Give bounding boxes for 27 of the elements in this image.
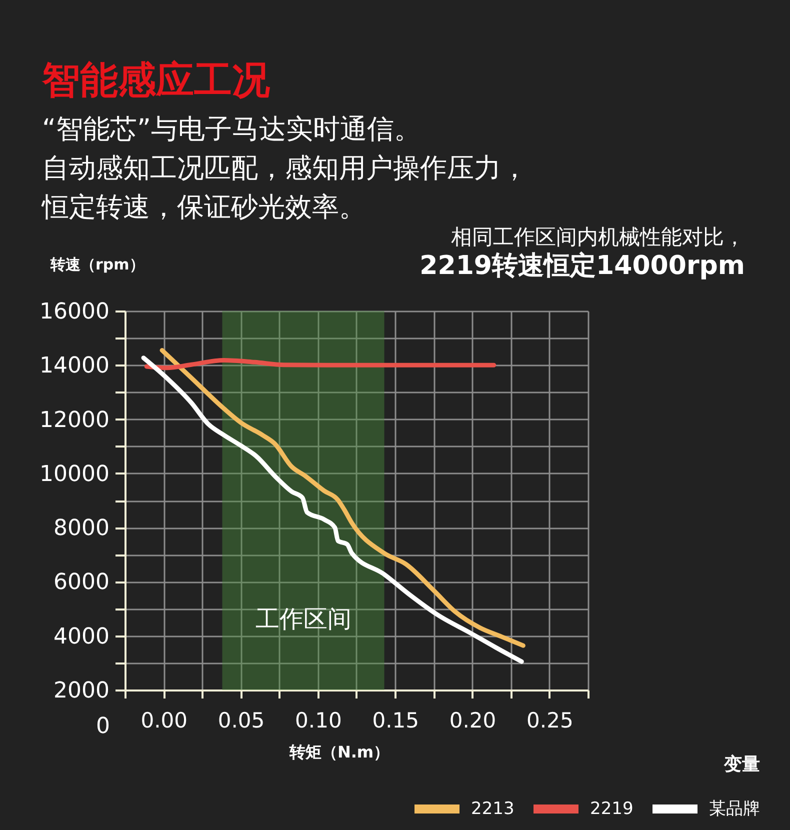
- y-tick-label: 10000: [40, 462, 110, 487]
- y-tick-label: 12000: [40, 408, 110, 433]
- x-tick-label: 0.10: [295, 708, 342, 732]
- y-tick-label: 2000: [54, 678, 110, 704]
- chart-subtitle: “智能芯”与电子马达实时通信。自动感知工况匹配，感知用户操作压力，恒定转速，保证砂光效率。: [41, 114, 528, 223]
- x-tick-label: 0.00: [140, 708, 188, 732]
- x-tick-label: 0.25: [526, 708, 574, 732]
- legend-label: 某品牌: [709, 799, 760, 819]
- legend-label: 2213: [471, 799, 514, 819]
- x-tick-label: 0.20: [449, 708, 496, 732]
- line-series: [144, 358, 496, 370]
- y-tick-label: 4000: [54, 624, 110, 650]
- text: 2219转速恒定14000rpm: [420, 251, 745, 281]
- y-tick-label: 8000: [54, 516, 110, 542]
- text: 相同工作区间内机械性能对比，: [451, 225, 745, 249]
- band-label: 工作区间: [255, 605, 352, 633]
- x-tick-label: 0.05: [218, 708, 265, 732]
- y-tick-label: 6000: [54, 570, 110, 596]
- text: 0: [96, 714, 110, 739]
- y-tick-label: 14000: [40, 354, 110, 379]
- legend-label: 2219: [590, 799, 634, 819]
- chart-title: 智能感应工况: [41, 58, 270, 102]
- y-axis-title: 转速（rpm）: [50, 256, 144, 274]
- y-tick-label: 16000: [40, 300, 110, 324]
- legend-title: 变量: [723, 754, 760, 775]
- x-tick-label: 0.15: [372, 708, 419, 732]
- x-axis-title: 转矩（N.m）: [288, 742, 390, 762]
